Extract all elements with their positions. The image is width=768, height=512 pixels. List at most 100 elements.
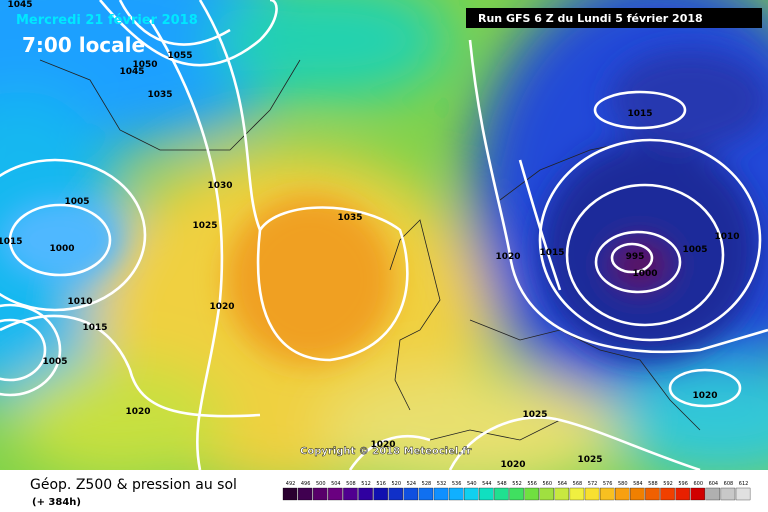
isobar-label: 1005 xyxy=(64,197,89,207)
scale-swatch xyxy=(615,487,630,501)
isobar-label: 1050 xyxy=(132,60,157,70)
scale-swatch xyxy=(313,487,328,501)
isobar-label: 1015 xyxy=(539,248,564,258)
scale-label: 512 xyxy=(361,481,371,487)
isobar-label: 1020 xyxy=(370,440,395,450)
scale-label: 496 xyxy=(301,481,311,487)
time: 7:00 locale xyxy=(22,33,145,57)
isobar-label: 1020 xyxy=(500,460,525,470)
scale-swatch xyxy=(509,487,524,501)
scale-label: 524 xyxy=(407,481,417,487)
scale-label: 580 xyxy=(618,481,628,487)
scale-swatch xyxy=(343,487,358,501)
isobar-label: 1035 xyxy=(337,213,362,223)
isobar-label: 1035 xyxy=(147,90,172,100)
isobar-label: 1025 xyxy=(522,410,547,420)
coastlines xyxy=(39,59,701,441)
scale-label: 560 xyxy=(542,481,552,487)
run: Run GFS 6 Z du Lundi 5 février 2018 xyxy=(478,12,703,25)
scale-swatch xyxy=(720,487,736,501)
scale-label: 544 xyxy=(482,481,492,487)
isobar-label: 1020 xyxy=(209,302,234,312)
scale-label: 564 xyxy=(558,481,568,487)
scale-label: 556 xyxy=(527,481,537,487)
footer-lead: (+ 384h) xyxy=(32,497,81,508)
scale-swatch xyxy=(297,487,313,501)
scale-label: 572 xyxy=(588,481,598,487)
isobar-label: 1020 xyxy=(692,391,717,401)
scale-swatch xyxy=(403,487,419,501)
isobar-label: 1005 xyxy=(682,245,707,255)
scale-label: 596 xyxy=(678,481,688,487)
scale-label: 516 xyxy=(376,481,386,487)
isobars xyxy=(0,0,768,470)
isobar-label: 1020 xyxy=(495,252,520,262)
scale-swatch xyxy=(630,487,645,501)
scale-swatch xyxy=(464,487,479,501)
scale-swatch xyxy=(524,487,539,501)
scale-swatch xyxy=(584,487,600,501)
isobar-label: 1015 xyxy=(0,237,23,247)
isobar-label: 1005 xyxy=(42,357,67,367)
isobar-label: 1015 xyxy=(82,323,107,333)
scale-swatch xyxy=(358,487,373,501)
run-box xyxy=(466,8,762,28)
scale-label: 540 xyxy=(467,481,477,487)
isobar-label: 1045 xyxy=(119,67,144,77)
scale-label: 612 xyxy=(739,481,749,487)
isobar-label: 1010 xyxy=(714,232,739,242)
isobar-label: 1000 xyxy=(49,244,74,254)
isobar-label: 1015 xyxy=(627,109,652,119)
isobar-label: 995 xyxy=(626,252,645,262)
isobar-label: 1030 xyxy=(207,181,232,191)
scale-swatch xyxy=(448,487,464,501)
scale-swatch xyxy=(418,487,434,501)
footer-title: Géop. Z500 & pression au sol xyxy=(30,477,237,493)
scale-swatch xyxy=(494,487,509,501)
scale-swatch xyxy=(735,487,751,501)
scale-label: 528 xyxy=(422,481,432,487)
scale-label: 576 xyxy=(603,481,613,487)
scale-swatch xyxy=(690,487,705,501)
scale-swatch xyxy=(554,487,570,501)
scale-swatch xyxy=(569,487,585,501)
isobar-label: 1000 xyxy=(632,269,657,279)
scale-label: 536 xyxy=(452,481,462,487)
scale-label: 508 xyxy=(346,481,356,487)
scale-swatch xyxy=(645,487,660,501)
scale-label: 552 xyxy=(512,481,522,487)
scale-label: 608 xyxy=(724,481,734,487)
scale-label: 548 xyxy=(497,481,507,487)
field xyxy=(0,0,768,470)
scale-label: 520 xyxy=(391,481,401,487)
scale-swatch xyxy=(373,487,388,501)
scale-swatch xyxy=(479,487,494,501)
scale-label: 588 xyxy=(648,481,658,487)
isobar-label: 1045 xyxy=(7,0,32,10)
scale-label: 600 xyxy=(693,481,703,487)
scale-swatch xyxy=(675,487,690,501)
scale-label: 532 xyxy=(437,481,447,487)
scale-label: 504 xyxy=(331,481,341,487)
scale-swatch xyxy=(599,487,615,501)
scale-swatch xyxy=(388,487,403,501)
scale-swatch xyxy=(433,487,449,501)
scale-swatch xyxy=(539,487,554,501)
scale-label: 604 xyxy=(709,481,719,487)
date: Mercredi 21 février 2018 xyxy=(16,13,198,28)
isobar-label: 1055 xyxy=(167,51,192,61)
copyright: Copyright © 2018 Meteociel.fr xyxy=(300,446,471,457)
scale-swatch xyxy=(660,487,675,501)
scale-label: 592 xyxy=(663,481,673,487)
scale-swatch xyxy=(705,487,721,501)
scale-label: 568 xyxy=(573,481,583,487)
isobar-label: 1025 xyxy=(577,455,602,465)
isobar-label: 1025 xyxy=(192,221,217,231)
isobar-label: 1010 xyxy=(67,297,92,307)
scale-swatch xyxy=(328,487,343,501)
scale-label: 492 xyxy=(286,481,296,487)
scale-label: 500 xyxy=(316,481,326,487)
scale-swatch xyxy=(282,487,298,501)
